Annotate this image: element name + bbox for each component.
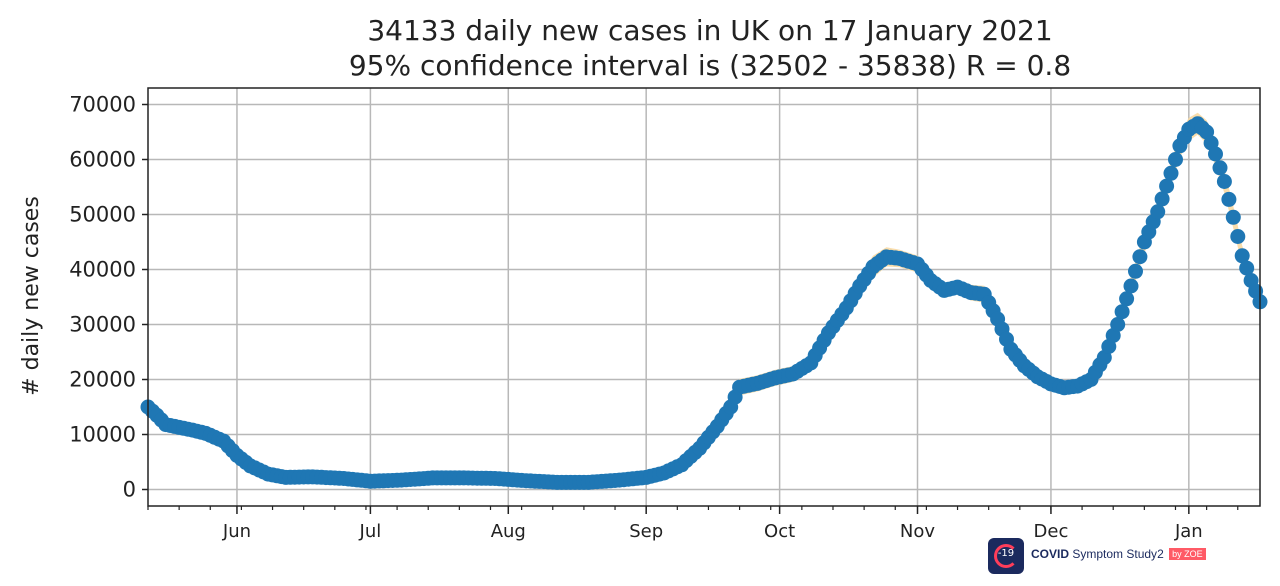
chart-subtitle: 95% confidence interval is (32502 - 3583… — [349, 49, 1071, 82]
data-point — [1230, 229, 1246, 244]
x-tick-label: Aug — [491, 521, 526, 542]
x-tick-label: Oct — [764, 521, 795, 542]
data-point — [1150, 204, 1166, 220]
grid-lines — [148, 88, 1260, 506]
data-point — [1212, 160, 1228, 176]
logo-wordmark: COVID Symptom Study2 by ZOE — [1031, 547, 1206, 561]
y-tick-label: 0 — [123, 478, 136, 502]
data-point — [1119, 291, 1135, 307]
data-point — [1239, 260, 1255, 276]
x-tick-label: Jun — [222, 521, 251, 542]
logo-brand: COVID — [1031, 547, 1070, 561]
data-point — [1128, 263, 1143, 279]
data-point — [1221, 191, 1237, 207]
data-point — [1154, 191, 1170, 207]
covid-symptom-study-logo: -19 COVID Symptom Study2 by ZOE — [988, 538, 1228, 574]
data-point — [1168, 152, 1183, 167]
x-ticks: Jun Jul Aug Sep Oct Nov Dec Jan — [222, 506, 1203, 542]
data-point — [1110, 317, 1126, 332]
chart-title: 34133 daily new cases in UK on 17 Januar… — [367, 14, 1052, 47]
y-axis-label: # daily new cases — [19, 196, 44, 396]
x-tick-label: Dec — [1034, 521, 1069, 542]
logo-badge: -19 — [988, 538, 1024, 574]
data-points — [140, 116, 1268, 490]
y-ticks: 0 10000 20000 30000 40000 50000 60000 70000 — [69, 93, 148, 502]
confidence-band-area — [148, 112, 1260, 485]
logo-suffix: 2 — [1157, 547, 1164, 561]
logo-text: Symptom Study — [1072, 547, 1158, 561]
y-tick-label: 20000 — [69, 368, 136, 392]
y-tick-label: 50000 — [69, 203, 136, 227]
data-point — [1216, 174, 1232, 189]
data-point — [1114, 304, 1130, 320]
logo-badge-text: -19 — [997, 548, 1015, 559]
data-point — [1123, 278, 1139, 294]
y-tick-label: 10000 — [69, 423, 136, 447]
y-tick-label: 70000 — [69, 93, 136, 117]
data-point — [1132, 249, 1148, 265]
data-point — [1234, 248, 1250, 264]
x-tick-label: Sep — [629, 521, 663, 542]
confidence-band — [148, 112, 1260, 485]
y-tick-label: 60000 — [69, 148, 136, 172]
logo-ring-icon — [994, 544, 1018, 568]
y-tick-label: 40000 — [69, 258, 136, 282]
x-tick-label: Nov — [900, 521, 935, 542]
plot-frame — [147, 87, 1261, 507]
data-point — [1225, 209, 1241, 225]
y-tick-label: 30000 — [69, 313, 136, 337]
data-point — [1159, 178, 1175, 194]
x-tick-label: Jan — [1174, 521, 1203, 542]
logo-zoe: by ZOE — [1169, 548, 1206, 560]
data-point — [1163, 165, 1179, 181]
data-point — [1208, 146, 1223, 162]
x-tick-label: Jul — [359, 521, 382, 542]
